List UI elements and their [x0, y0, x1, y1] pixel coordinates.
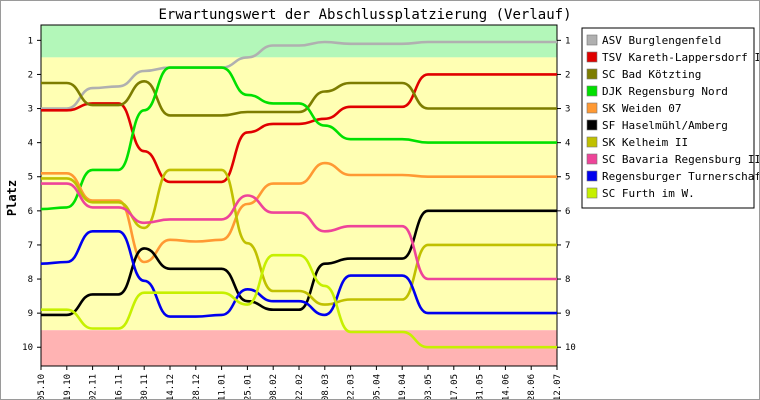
- y-tick-label-right: 3: [565, 105, 570, 115]
- legend-swatch-8: [586, 153, 598, 165]
- legend-label-1: ASV Burglengenfeld: [602, 34, 721, 47]
- y-axis-label: Platz: [5, 180, 19, 216]
- y-tick-label-left: 9: [28, 309, 33, 319]
- legend-swatch-7: [586, 136, 598, 148]
- series-line-2: [40, 73, 557, 184]
- y-tick-label-left: 4: [28, 139, 33, 149]
- background-bands: [41, 25, 557, 366]
- legend-swatch-10: [586, 187, 598, 199]
- x-tick-label: 02.11: [89, 374, 99, 399]
- y-tick-label-left: 7: [28, 241, 33, 251]
- x-tick-label: 25.01: [243, 374, 253, 399]
- y-tick-label-left: 5: [28, 173, 33, 183]
- y-tick-label-right: 6: [565, 207, 570, 217]
- y-tick-label-right: 4: [565, 139, 570, 149]
- series-lines: [40, 40, 558, 349]
- x-tick-label: 22.03: [347, 374, 357, 399]
- series-line-10: [41, 253, 557, 349]
- axes: 1 1 2 2 3 3 4 4 5 5 6 6 7 7 8 8 9 9 10 10 05.10 19.10 02.11 16.…: [22, 36, 576, 399]
- y-tick-label-right: 8: [565, 275, 570, 285]
- x-tick-label: 14.06: [501, 374, 511, 399]
- legend-label-6: SF Haselmühl/Amberg: [602, 119, 728, 132]
- x-tick-label: 19.04: [398, 374, 408, 399]
- legend-swatch-6: [586, 119, 598, 131]
- x-tick-label: 08.03: [321, 374, 331, 399]
- x-tick-label: 08.02: [269, 374, 279, 399]
- legend-swatch-5: [586, 102, 598, 114]
- x-tick-label: 14.12: [166, 374, 176, 399]
- legend-swatch-3: [586, 68, 598, 80]
- x-tick-label: 05.10: [37, 374, 47, 399]
- series-line-1: [41, 40, 557, 110]
- x-tick-label: 05.04: [372, 374, 382, 399]
- legend-box: [581, 27, 755, 209]
- x-tick-label: 28.06: [527, 374, 537, 399]
- legend-swatch-2: [586, 51, 598, 63]
- legend-swatch-4: [586, 85, 598, 97]
- series-line-9: [40, 229, 557, 318]
- legend-label-10: SC Furth im W.: [602, 187, 695, 200]
- series-line-8: [41, 182, 557, 281]
- x-tick-label: 28.12: [192, 374, 202, 399]
- legend-label-5: SK Weiden 07: [602, 102, 681, 115]
- legend-label-8: SC Bavaria Regensburg III: [602, 153, 759, 166]
- y-tick-label-left: 3: [28, 105, 33, 115]
- y-tick-label-right: 5: [565, 173, 570, 183]
- band-middle: [41, 57, 557, 331]
- x-tick-label: 30.11: [140, 374, 150, 399]
- y-tick-label-left: 8: [28, 275, 33, 285]
- legend-label-3: SC Bad Kötzting: [602, 68, 701, 81]
- x-tick-label: 16.11: [114, 374, 124, 399]
- y-tick-label-right: 1: [565, 36, 570, 46]
- legend-label-2: TSV Kareth-Lappersdorf II: [602, 51, 759, 64]
- y-tick-label-left: 1: [28, 36, 33, 46]
- series-line-3: [41, 80, 557, 117]
- series-line-6: [40, 209, 557, 317]
- chart-title: Erwartungswert der Abschlussplatzierung …: [158, 7, 571, 23]
- y-tick-label-left: 2: [28, 70, 33, 80]
- x-tick-label: 22.02: [295, 374, 305, 399]
- legend: ASV Burglengenfeld TSV Kareth-Lappersdorf…: [581, 27, 759, 209]
- x-tick-label: 11.01: [218, 374, 228, 399]
- y-tick-label-right: 2: [565, 70, 570, 80]
- legend-label-7: SK Kelheim II: [602, 136, 688, 149]
- legend-swatch-1: [586, 34, 598, 46]
- series-line-4: [40, 66, 557, 211]
- y-tick-label-left: 10: [22, 343, 33, 353]
- legend-swatch-9: [586, 170, 598, 182]
- legend-label-4: DJK Regensburg Nord: [602, 85, 728, 98]
- x-tick-label: 31.05: [476, 374, 486, 399]
- y-tick-label-right: 10: [565, 343, 576, 353]
- y-tick-label-left: 6: [28, 207, 33, 217]
- legend-label-9: Regensburger Turnerschaft: [602, 170, 759, 183]
- x-tick-label: 17.05: [450, 374, 460, 399]
- y-tick-label-right: 7: [565, 241, 570, 251]
- x-tick-label: 12.07: [553, 374, 563, 399]
- x-tick-label: 03.05: [424, 374, 434, 399]
- y-tick-label-right: 9: [565, 309, 570, 319]
- x-tick-label: 19.10: [63, 374, 73, 399]
